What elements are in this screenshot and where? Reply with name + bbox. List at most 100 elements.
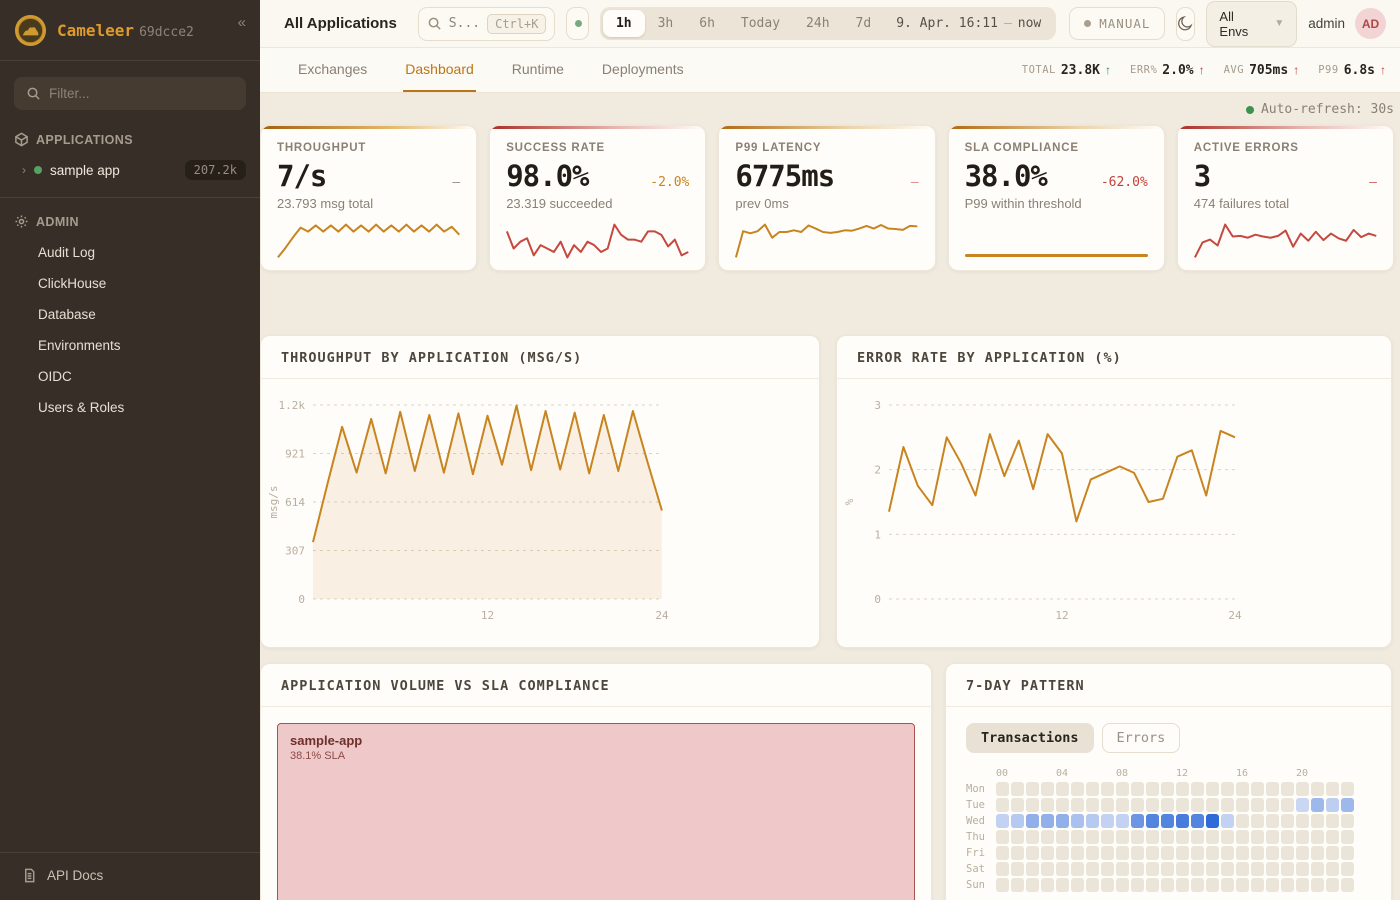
sidebar-collapse-button[interactable]: « <box>237 14 246 31</box>
environment-value: All Envs <box>1219 8 1249 39</box>
svg-text:12: 12 <box>1055 609 1068 622</box>
kpi-sparkline <box>1194 222 1377 260</box>
heatmap-cell <box>1146 862 1159 876</box>
svg-text:12: 12 <box>481 609 494 622</box>
heatmap-cell <box>1236 862 1249 876</box>
stat-value: 23.8K <box>1060 62 1100 78</box>
heatmap-cell <box>1101 878 1114 892</box>
time-range-6h[interactable]: 6h <box>686 10 728 37</box>
chevron-right-icon[interactable]: › <box>22 163 26 177</box>
heatmap-cell <box>1161 846 1174 860</box>
sidebar-item-environments[interactable]: Environments <box>38 338 121 353</box>
time-range-control: 1h 3h 6h Today 24h 7d 9. Apr. 16:11– now <box>599 7 1057 40</box>
svg-text:614: 614 <box>285 496 305 509</box>
kpi-accent-bar <box>948 126 1164 129</box>
kpi-accent-bar <box>261 126 477 129</box>
heatmap-cell <box>1296 878 1309 892</box>
heatmap-hour-label <box>1251 767 1264 780</box>
environment-select[interactable]: All Envs ▼ <box>1206 0 1298 47</box>
heatmap-cell <box>1041 798 1054 812</box>
kpi-label: SLA COMPLIANCE <box>964 142 1079 154</box>
kpi-card-p99-latency: P99 LATENCY 6775ms – prev 0ms <box>718 125 936 271</box>
heatmap-cell <box>1011 830 1024 844</box>
time-range-today[interactable]: Today <box>728 10 793 37</box>
kpi-label: P99 LATENCY <box>735 142 822 154</box>
heatmap-cell <box>1116 830 1129 844</box>
heatmap-cell <box>996 814 1009 828</box>
kpi-subtext: 474 failures total <box>1193 196 1290 211</box>
heatmap-cell <box>1296 830 1309 844</box>
heatmap-hour-label <box>1011 767 1024 780</box>
treemap-block-sample-app[interactable]: sample-app 38.1% SLA <box>277 723 915 900</box>
heatmap-cell <box>1266 830 1279 844</box>
time-range-24h[interactable]: 24h <box>793 10 842 37</box>
tab-exchanges[interactable]: Exchanges <box>298 61 368 77</box>
svg-text:24: 24 <box>655 609 669 622</box>
tab-dashboard[interactable]: Dashboard <box>403 48 476 92</box>
heatmap-cell <box>1236 830 1249 844</box>
date-range-display[interactable]: 9. Apr. 16:11– now <box>884 10 1053 37</box>
admin-section-label: ADMIN <box>36 214 79 229</box>
heatmap-cell <box>1311 782 1324 796</box>
stat-value: 705ms <box>1249 62 1289 78</box>
tab-deployments[interactable]: Deployments <box>601 61 684 77</box>
auto-refresh-indicator: Auto-refresh: 30s <box>260 93 1400 125</box>
time-range-7d[interactable]: 7d <box>843 10 885 37</box>
kpi-value-row: 98.0% -2.0% <box>506 159 689 193</box>
brand: Cameleer 69dcce2 « <box>0 0 260 60</box>
kpi-delta: – <box>452 175 461 190</box>
heatmap-cell <box>1326 814 1339 828</box>
heatmap-hour-label <box>1221 767 1234 780</box>
heatmap-cell <box>1131 814 1144 828</box>
heatmap-cell <box>1161 878 1174 892</box>
heatmap-cell <box>1251 846 1264 860</box>
sidebar-item-oidc[interactable]: OIDC <box>38 369 72 384</box>
time-range-3h[interactable]: 3h <box>645 10 687 37</box>
sidebar-item-audit-log[interactable]: Audit Log <box>38 245 96 260</box>
auto-refresh-dot <box>1245 105 1254 114</box>
heatmap-cell <box>1056 782 1069 796</box>
throughput-chart-title: THROUGHPUT BY APPLICATION (MSG/S) <box>261 336 819 379</box>
kpi-label: ACTIVE ERRORS <box>1193 142 1299 154</box>
heatmap-hour-label <box>1026 767 1039 780</box>
heatmap-cell <box>1221 878 1234 892</box>
toggle-errors[interactable]: Errors <box>1101 723 1181 753</box>
heatmap-cell <box>1251 782 1264 796</box>
kpi-accent-bar <box>719 126 935 129</box>
online-status-button[interactable]: O <box>566 7 589 40</box>
sidebar-item-users-roles[interactable]: Users & Roles <box>38 400 125 415</box>
heatmap-cell <box>1341 798 1354 812</box>
svg-text:24: 24 <box>1228 609 1242 622</box>
svg-text:%: % <box>843 498 856 505</box>
sidebar-item-api-docs[interactable]: API Docs <box>0 852 260 900</box>
time-range-1h[interactable]: 1h <box>602 10 645 37</box>
heatmap-cell <box>1266 782 1279 796</box>
kpi-value: 38.0% <box>964 159 1048 193</box>
toggle-transactions[interactable]: Transactions <box>966 723 1094 753</box>
heatmap-cell <box>1161 798 1174 812</box>
heatmap-cell <box>1191 814 1204 828</box>
manual-mode-button[interactable]: MANUAL <box>1069 7 1166 40</box>
dark-mode-toggle[interactable] <box>1176 6 1196 41</box>
heatmap-cell <box>1311 814 1324 828</box>
sidebar-item-database[interactable]: Database <box>38 307 96 322</box>
heatmap-day-label: Sat <box>966 863 985 875</box>
heatmap-cell <box>1311 862 1324 876</box>
heatmap-cell <box>1131 862 1144 876</box>
tab-runtime[interactable]: Runtime <box>511 61 564 77</box>
heatmap-cell <box>1041 878 1054 892</box>
heatmap-cell <box>1311 846 1324 860</box>
global-search-input[interactable]: S... Ctrl+K <box>417 6 556 41</box>
heatmap-cell <box>1221 846 1234 860</box>
heatmap-cell <box>1206 830 1219 844</box>
sidebar-item-sample-app[interactable]: › sample app 207.2k <box>0 153 260 189</box>
kpi-value-row: 7/s – <box>277 159 460 193</box>
heatmap-cell <box>1071 798 1084 812</box>
heatmap-cell <box>1221 782 1234 796</box>
sidebar-filter-input[interactable]: Filter... <box>14 77 246 110</box>
manual-label: MANUAL <box>1099 16 1151 31</box>
sidebar-item-clickhouse[interactable]: ClickHouse <box>38 276 107 291</box>
avatar[interactable]: AD <box>1355 8 1386 39</box>
kpi-card-success-rate: SUCCESS RATE 98.0% -2.0% 23.319 succeeded <box>489 125 707 271</box>
heatmap-hour-label: 08 <box>1116 768 1129 779</box>
